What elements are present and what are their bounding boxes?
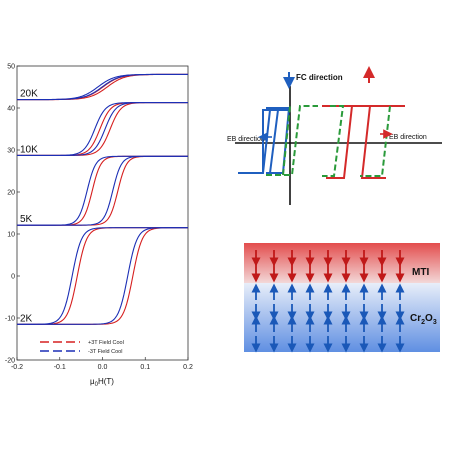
x-tick-label: 0.0: [98, 364, 108, 371]
hysteresis-branch-2K-pos: [17, 227, 188, 325]
layer-arrows: [251, 250, 405, 353]
plot-frame: [16, 65, 189, 361]
hysteresis-branch-10K-neg: [17, 101, 188, 157]
hysteresis-branch-2K-neg: [17, 227, 188, 325]
hysteresis-chart: -20 -10 0 10 20 30 40 50 -0.2 -0.1 0.0 0.1 0.2 20K 10…: [5, 64, 193, 389]
y-tick-label: 10: [7, 232, 15, 239]
hysteresis-branch-5K-pos: [17, 155, 188, 226]
fc-direction-label: FC direction: [296, 73, 343, 82]
hysteresis-branch-10K-pos: [17, 101, 188, 157]
hysteresis-branch-10K-neg: [17, 101, 188, 157]
y-tick-label: -20: [5, 358, 15, 365]
temperature-label: 2K: [20, 313, 33, 324]
left-loop-blue-2: [266, 107, 291, 174]
chart-curves: [17, 73, 188, 325]
temperature-label: 20K: [20, 89, 38, 100]
hysteresis-branch-5K-pos: [17, 155, 188, 226]
cr2o3-label-sub2: 3: [433, 319, 437, 326]
hysteresis-branch-20K-neg: [17, 73, 188, 101]
temperature-label: 10K: [20, 144, 38, 155]
legend-label-pos: +3T Field Cool: [88, 340, 124, 346]
right-loop-green: [322, 105, 391, 177]
cr2o3-label-cr: Cr: [410, 313, 421, 324]
cr2o3-label-sub1: 2: [421, 319, 425, 326]
eb-label-right: EB direction: [389, 134, 427, 141]
hysteresis-branch-2K-neg: [17, 227, 188, 325]
x-tick-label: -0.2: [11, 364, 23, 371]
exchange-bias-diagram: FC direction EB direction EB direction: [227, 66, 442, 205]
mti-label: MTI: [412, 267, 429, 278]
hysteresis-branch-2K-pos: [17, 227, 188, 325]
layer-diagram: MTI Cr2O3: [244, 243, 440, 353]
chart-temp-labels: 20K 10K 5K 2K: [20, 89, 38, 325]
hysteresis-branch-20K-neg: [17, 73, 188, 101]
y-tick-label: 50: [7, 64, 15, 71]
hysteresis-branch-5K-neg: [17, 155, 188, 226]
y-tick-label: 0: [11, 274, 15, 281]
hysteresis-branch-10K-pos: [17, 101, 188, 157]
legend-label-neg: -3T Field Cool: [88, 349, 122, 355]
hysteresis-branch-5K-neg: [17, 155, 188, 226]
y-tick-label: 40: [7, 106, 15, 113]
x-axis-label: μ0H(T): [90, 377, 114, 388]
chart-legend: +3T Field Cool -3T Field Cool: [40, 340, 124, 355]
eb-label-left: EB direction: [227, 136, 265, 143]
right-loop-red: [322, 105, 386, 179]
left-loop-green: [266, 105, 318, 176]
y-tick-label: 20: [7, 190, 15, 197]
y-tick-label: -10: [5, 316, 15, 323]
x-tick-label: -0.1: [54, 364, 66, 371]
cr2o3-label: Cr2O3: [410, 313, 437, 326]
x-tick-label: 0.1: [140, 364, 150, 371]
cr2o3-label-o: O: [425, 313, 433, 324]
x-tick-label: 0.2: [183, 364, 193, 371]
y-tick-label: 30: [7, 148, 15, 155]
temperature-label: 5K: [20, 214, 33, 225]
chart-ticks: -20 -10 0 10 20 30 40 50 -0.2 -0.1 0.0 0.1 0.2: [5, 64, 193, 372]
